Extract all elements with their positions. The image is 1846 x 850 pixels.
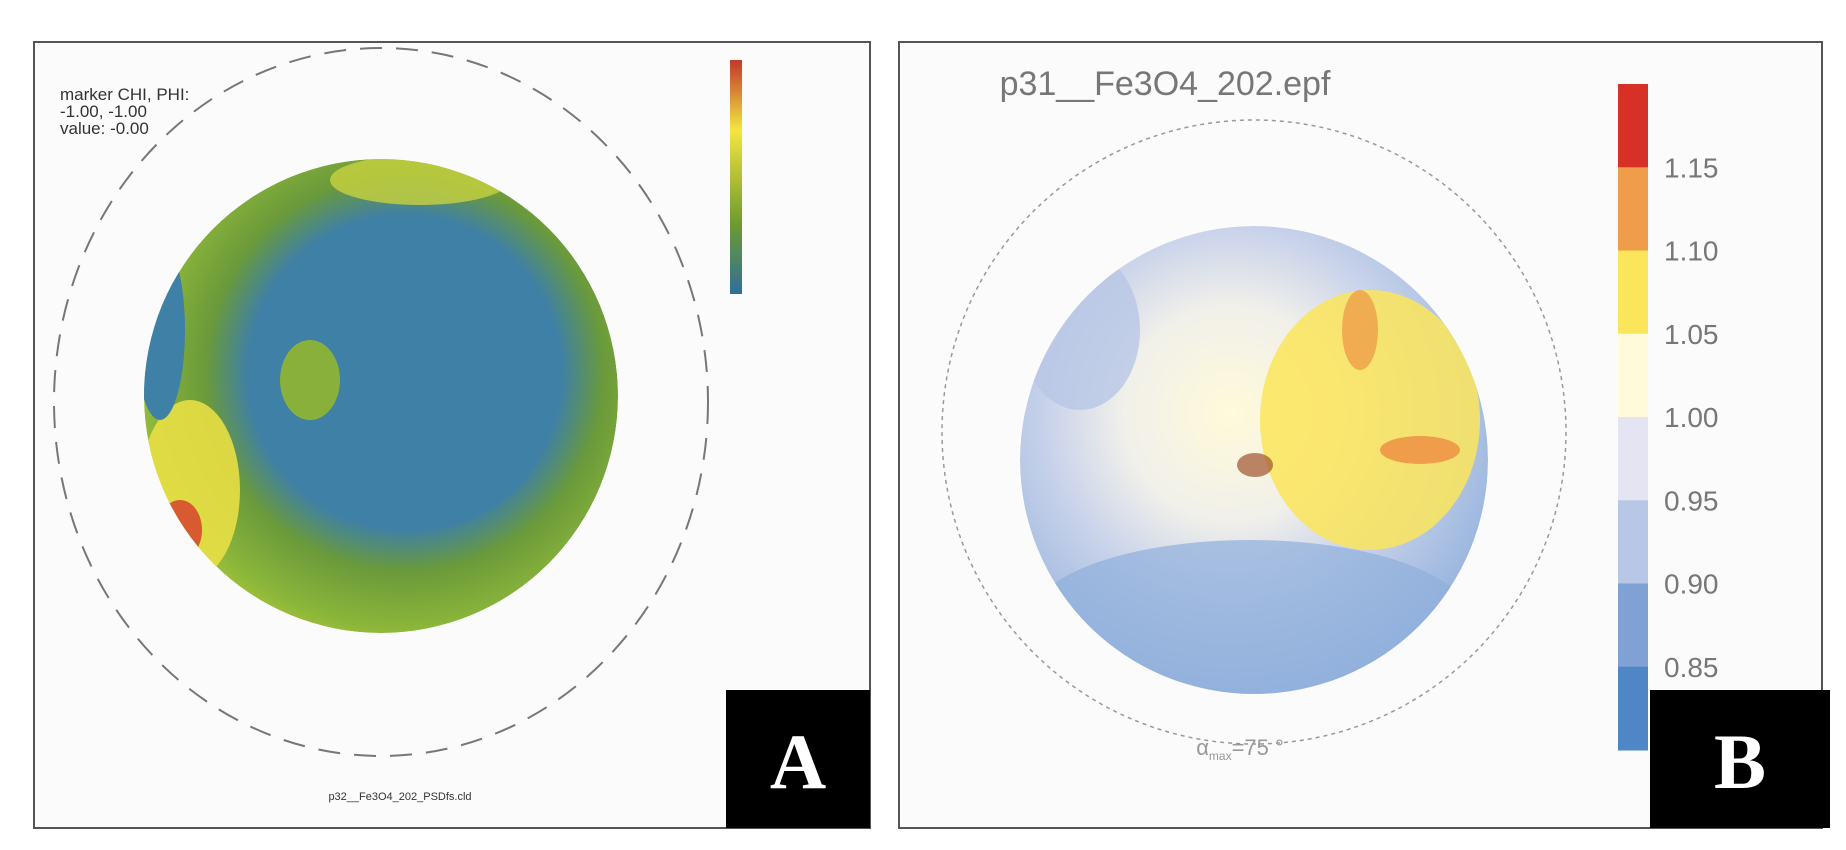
colorbar-label: 0.85 [1664,652,1719,683]
pole-figure-b [1020,226,1488,694]
panel-label: A [770,718,826,805]
colorbar-segment [1618,167,1648,251]
alpha-label: αmax=75 ° [1196,735,1284,763]
alpha-value: =75 ° [1232,735,1284,760]
marker-text: -1.00, -1.00 [60,102,147,121]
label-box [1650,690,1830,828]
colorbar-segment [1618,500,1648,584]
alpha-symbol: α [1196,735,1209,760]
colorbar-label: 0.90 [1664,569,1719,600]
colorbar-segment [1618,666,1648,751]
colorbar-label: 0.95 [1664,485,1719,516]
colorbar-segment [1618,417,1648,501]
footer-text: p32__Fe3O4_202_PSDfs.cld [328,791,471,803]
colorbar-a [730,60,742,294]
colorbar-b: 1.15 1.10 1.05 1.00 0.95 0.90 0.85 [1618,84,1719,751]
colorbar-segment [1618,583,1648,668]
colorbar-label: 1.05 [1664,319,1719,350]
colorbar-label: 1.00 [1664,402,1719,433]
outer-circle [941,119,1567,745]
colorbar-segment [1618,250,1648,335]
alpha-subscript: max [1209,749,1232,763]
panel-label: B [1714,718,1766,805]
colorbar-segment [1618,333,1648,418]
outer-circle [53,47,709,757]
marker-text: marker CHI, PHI: [60,85,189,104]
panel-title: p31__Fe3O4_202.epf [1000,65,1331,103]
colorbar-label: 1.10 [1664,236,1719,267]
colorbar-segment [1618,84,1648,168]
colorbar-label: 1.15 [1664,152,1719,183]
marker-text: value: -0.00 [60,119,149,138]
label-box [726,690,870,828]
